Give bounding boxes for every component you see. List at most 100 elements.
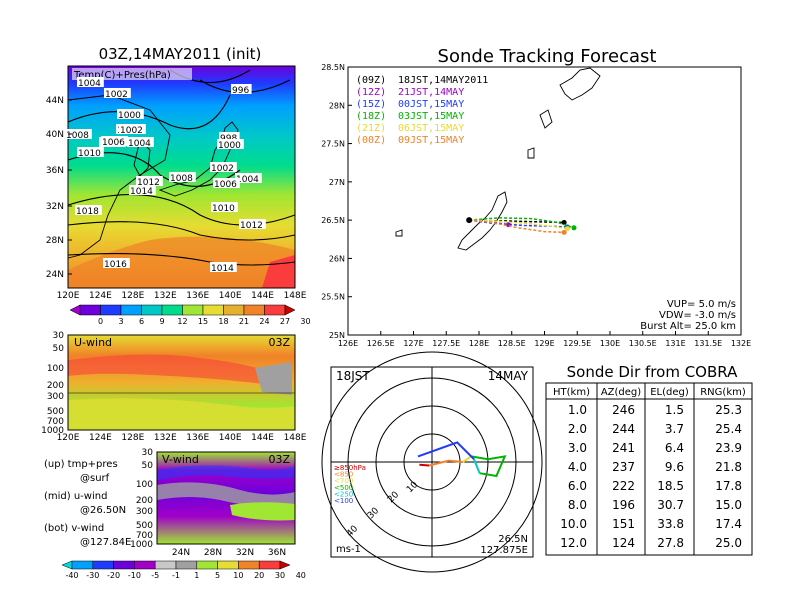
track-lat-label: 25N bbox=[329, 331, 345, 340]
u-wind-weak-zone bbox=[255, 362, 292, 395]
track-lon-label: 128E bbox=[469, 339, 489, 348]
track-lat-label: 28N bbox=[329, 101, 345, 110]
lon-tick-label: 132E bbox=[154, 291, 177, 301]
track-lat-label: 27.5N bbox=[321, 140, 345, 149]
pressure-label-bg bbox=[117, 109, 144, 119]
v-colorbar-label: 40 bbox=[296, 571, 306, 580]
v-lat-label: 36N bbox=[268, 548, 286, 558]
colorbar-label: 9 bbox=[159, 317, 164, 326]
colorbar-cell bbox=[120, 304, 142, 316]
colorbar-cell bbox=[161, 304, 183, 316]
colorbar-label: 27 bbox=[280, 317, 290, 326]
colorbar-label: 15 bbox=[198, 317, 208, 326]
u-pressure-label: 30 bbox=[53, 331, 65, 341]
lon-tick-label: 124E bbox=[89, 291, 112, 301]
pressure-label-bg bbox=[219, 132, 240, 142]
hodo-segment bbox=[471, 455, 507, 478]
table-cell: 6.0 bbox=[568, 479, 587, 493]
colorbar-cell bbox=[141, 304, 163, 316]
korea-outline bbox=[133, 139, 151, 177]
colorbar-label: 6 bbox=[139, 317, 144, 326]
u-lon-label: 144E bbox=[251, 433, 274, 443]
u-lon-label: 132E bbox=[154, 433, 177, 443]
hodograph: 18JST 14MAY ≥850hPa<850<700<500<250<100 … bbox=[321, 351, 543, 573]
hodo-segment bbox=[417, 441, 475, 460]
table-cell: 222 bbox=[612, 479, 635, 493]
pressure-label: 1012 bbox=[137, 178, 160, 188]
track-legend-label: 03JST,15MAY bbox=[398, 111, 464, 122]
track-legend-label: 00JST,15MAY bbox=[398, 99, 464, 110]
legend-line3a: (bot) v-wind bbox=[44, 523, 104, 534]
pressure-label-bg bbox=[77, 147, 104, 157]
continent-landmass bbox=[67, 94, 171, 259]
track-legend-code: (21Z) bbox=[356, 123, 386, 134]
v-colorbar-label: -40 bbox=[65, 571, 78, 580]
track-legend-code: (00Z) bbox=[356, 135, 386, 146]
v-colorbar-cell bbox=[217, 560, 239, 570]
track-legend-label: 06JST,15MAY bbox=[398, 123, 464, 134]
track-lon-label: 127E bbox=[403, 339, 423, 348]
track-legend-code: (12Z) bbox=[356, 87, 386, 98]
colorbar-label: 0 bbox=[98, 317, 103, 326]
table-header-cell: RNG(km) bbox=[700, 387, 746, 398]
table-cell: 237 bbox=[612, 460, 635, 474]
pressure-label-bg bbox=[210, 162, 237, 172]
track-legend: (09Z) 18JST,14MAY2011 (12Z) 21JST,14MAY (15Z… bbox=[356, 75, 488, 146]
pressure-label: 1004 bbox=[236, 175, 259, 185]
v-pressure-label: 300 bbox=[136, 507, 153, 517]
lat-tick-label: 32N bbox=[46, 202, 64, 212]
table-cell: 10.0 bbox=[560, 517, 587, 531]
hodo-legend-item: <100 bbox=[334, 497, 353, 505]
legend-line2b: @26.50N bbox=[80, 505, 126, 516]
table-cell: 27.8 bbox=[657, 536, 684, 550]
u-wind-frame bbox=[67, 334, 296, 431]
v-colorbar-cell bbox=[175, 560, 198, 570]
lat-tick-label: 40N bbox=[46, 130, 64, 140]
table-cell: 17.8 bbox=[715, 479, 742, 493]
param-burst: Burst Alt= 25.0 km bbox=[640, 321, 736, 332]
lon-tick-label: 148E bbox=[284, 291, 307, 301]
v-pressure-label: 1000 bbox=[130, 540, 153, 550]
pressure-label-bg bbox=[210, 262, 237, 272]
lon-tick-label: 144E bbox=[251, 291, 274, 301]
pressure-label: 1000 bbox=[218, 141, 241, 151]
table-cell: 21.8 bbox=[715, 460, 742, 474]
table-cell: 9.6 bbox=[665, 460, 684, 474]
pressure-label: 1010 bbox=[78, 149, 101, 159]
v-colorbar-cell bbox=[196, 560, 218, 570]
pressure-label: 1008 bbox=[170, 174, 193, 184]
lat-tick-label: 44N bbox=[46, 96, 64, 106]
colorbar-cell bbox=[243, 304, 265, 316]
hodo-unit: ms-1 bbox=[336, 544, 361, 555]
island-small-2 bbox=[527, 147, 535, 159]
temperature-colorbar: 0 3 6 9 12 15 18 21 24 27 30 bbox=[69, 304, 311, 326]
hodo-legend-item: <500 bbox=[334, 484, 353, 492]
colorbar-cell bbox=[182, 304, 204, 316]
lon-tick-label: 140E bbox=[219, 291, 242, 301]
track-legend-label: 09JST,15MAY bbox=[398, 135, 464, 146]
lat-tick-label: 24N bbox=[46, 270, 64, 280]
table-header-cell: EL(deg) bbox=[650, 387, 689, 398]
pressure-label-bg bbox=[169, 172, 196, 182]
legend-line1b: @surf bbox=[80, 473, 110, 484]
table-cell: 151 bbox=[612, 517, 635, 531]
track-lat-label: 26.5N bbox=[321, 216, 345, 225]
hodo-legend-item: <700 bbox=[334, 477, 353, 485]
track-line bbox=[469, 217, 575, 229]
v-colorbar-label: -5 bbox=[151, 571, 159, 580]
track-lon-label: 130E bbox=[600, 339, 620, 348]
colorbar-cell bbox=[69, 304, 81, 316]
temperature-pressure-map: Temp(C)+Pres(hPa) 1004100210029961000100… bbox=[46, 65, 307, 301]
pressure-label: 1012 bbox=[240, 221, 263, 231]
v-lat-label: 32N bbox=[236, 548, 254, 558]
table-cell: 8.0 bbox=[568, 498, 587, 512]
hodo-lon: 127.875E bbox=[480, 545, 528, 556]
hodo-legend-item: <250 bbox=[334, 490, 353, 498]
v-wind-frame bbox=[156, 451, 296, 545]
v-colorbar-cell bbox=[113, 560, 135, 570]
v-pressure-label: 200 bbox=[136, 496, 153, 506]
u-pressure-label: 700 bbox=[47, 417, 64, 427]
